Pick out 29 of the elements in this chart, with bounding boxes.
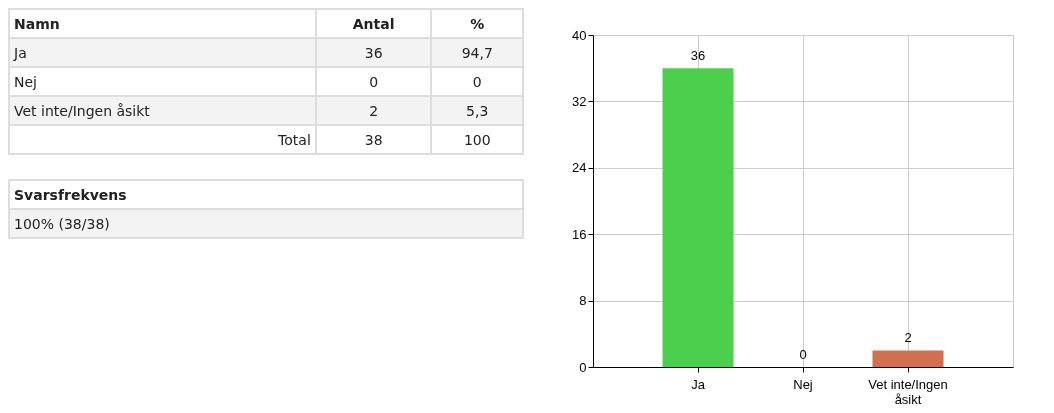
- text: %: [432, 10, 522, 37]
- text: Svarsfrekvens: [10, 181, 522, 208]
- text: 0: [316, 68, 431, 95]
- data-label: 0: [799, 347, 807, 362]
- text: 5,3: [432, 97, 522, 124]
- y-tick-label: 40: [572, 27, 587, 43]
- x-tick-label: Ja: [691, 376, 706, 392]
- data-label: 36: [690, 48, 706, 64]
- y-tick-label: 24: [572, 160, 587, 176]
- text: 100: [432, 126, 522, 153]
- text: 0: [432, 68, 522, 95]
- text: Antal: [316, 10, 431, 37]
- text: Vet inte/Ingen åsikt: [10, 97, 315, 124]
- text: Total: [10, 126, 315, 153]
- x-tick-label: Nej: [793, 376, 813, 392]
- text: 38: [316, 126, 431, 153]
- data-label: 2: [904, 330, 912, 346]
- y-tick-label: 8: [579, 293, 587, 309]
- y-tick-label: 0: [579, 359, 587, 375]
- text: 2: [316, 97, 431, 124]
- text: Nej: [10, 68, 315, 95]
- y-tick-label: 32: [572, 93, 587, 109]
- text: 100% (38/38): [10, 210, 522, 237]
- y-tick-label: 16: [572, 226, 587, 242]
- text: Namn: [10, 10, 315, 37]
- x-tick-label: Vet inte/Ingen åsikt: [868, 376, 948, 407]
- text: 36: [316, 39, 431, 66]
- text: 94,7: [432, 39, 522, 66]
- text: Ja: [10, 39, 315, 66]
